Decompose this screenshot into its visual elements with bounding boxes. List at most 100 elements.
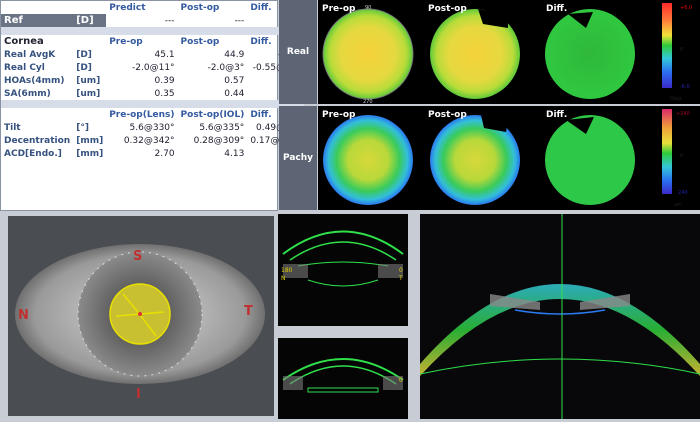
oct-large-cornea [420, 284, 700, 376]
real-maps-svg: Pre-op Post-op Diff. +6.0 0 -6.0 Diop 90… [322, 3, 692, 105]
table-row: Real AvgK [D] 45.1 44.9 -0.18 [1, 48, 304, 61]
col-diff: Diff. [250, 36, 272, 47]
oct-scan-bottom[interactable]: 0 [278, 338, 408, 419]
pachy-scale-unit: um [674, 202, 682, 208]
scale-label-zero: 0 [680, 47, 683, 53]
oct-cornea-anterior [282, 230, 404, 255]
oct-label-180: 180 [281, 267, 293, 274]
pachy-diff-map[interactable]: Diff. [545, 110, 635, 205]
cell-pre: 0.35 [154, 88, 175, 99]
cell-post: 0.44 [224, 88, 245, 99]
lens-header: Pre-op(Lens) Post-op(IOL) Diff. [1, 108, 304, 121]
cell-pre: 0.39 [154, 75, 175, 86]
pachy-maps-svg: Pre-op Post-op Diff. +240 0 240 um [322, 109, 690, 208]
ref-postop: --- [234, 15, 245, 26]
pachy-diff-title: Diff. [546, 110, 567, 120]
col-diff: Diff. [250, 2, 272, 13]
oct-cornea-posterior [289, 241, 397, 261]
col-postop-iol: Post-op(IOL) [180, 109, 245, 120]
ref-predict: --- [164, 15, 175, 26]
pachy-preop-map[interactable]: Pre-op [322, 110, 413, 205]
cornea-header: Cornea Pre-op Post-op Diff. [1, 35, 304, 48]
row-label: Real Cyl [4, 62, 45, 73]
real-postop-title: Post-op [428, 4, 467, 14]
oct-large-svg [419, 214, 700, 419]
pachy-preop-title: Pre-op [322, 110, 356, 120]
pachy-scale-zero: 0 [680, 153, 683, 159]
eye-label-temporal: T [244, 304, 253, 319]
row-label: Decentration [4, 135, 71, 146]
real-scale-unit: Diop [670, 96, 681, 102]
oct-scan-large[interactable] [419, 214, 700, 419]
row-unit: [um] [76, 88, 101, 99]
row-unit: [mm] [76, 148, 104, 159]
col-postop: Post-op [180, 2, 220, 13]
row-label: SA(6mm) [4, 88, 51, 99]
scale-label-top: +6.0 [680, 5, 692, 11]
cell-post: -2.0@3° [207, 62, 245, 73]
real-diff-map[interactable]: Diff. [545, 4, 635, 99]
cell-pre: 2.70 [154, 148, 175, 159]
table-row: ACD[Endo.] [mm] 2.70 4.13 1.43 [1, 147, 304, 160]
oct-large-iol [514, 309, 606, 315]
cell-post: 0.57 [224, 75, 245, 86]
real-preop-title: Pre-op [322, 4, 356, 14]
oct-large-iris-left [490, 294, 540, 310]
real-side-label: Real [279, 0, 317, 104]
ref-row[interactable]: Ref [D] --- --- --- [1, 14, 304, 27]
row-unit: [°] [76, 122, 89, 133]
cell-post: 44.9 [224, 49, 245, 60]
deg-90: 90 [365, 5, 371, 11]
eye-label-nasal: N [18, 308, 29, 323]
cell-post: 4.13 [224, 148, 245, 159]
cell-pre: -2.0@11° [132, 62, 175, 73]
row-unit: [um] [76, 75, 101, 86]
cell-pre: 0.32@342° [123, 135, 175, 146]
row-label: Tilt [4, 122, 21, 133]
row-label: Real AvgK [4, 49, 56, 60]
oct-bottom-label-0: 0 [399, 377, 403, 384]
real-preop-map[interactable]: Pre-op [322, 4, 414, 100]
row-label: HOAs(4mm) [4, 75, 65, 86]
pachy-postop-map[interactable]: Post-op [428, 110, 520, 205]
oct-label-n: N [281, 275, 286, 282]
row-unit: [mm] [76, 135, 104, 146]
table-row: Decentration [mm] 0.32@342° 0.28@309° 0.… [1, 134, 304, 147]
iol-center-marker [138, 312, 142, 316]
oct-large-iris-right [580, 294, 630, 310]
table-row: SA(6mm) [um] 0.35 0.44 0.09 [1, 87, 304, 100]
degree-ring [77, 251, 203, 377]
real-maps-panel: Pre-op Post-op Diff. +6.0 0 -6.0 Diop 90… [318, 0, 700, 105]
table-row: Tilt [°] 5.6@330° 5.6@335° 0.49@63° [1, 121, 304, 134]
oct-top-svg: 180 N 0 T [278, 214, 408, 326]
oct-bottom-svg: 0 [278, 338, 408, 419]
oct-large-reference-line [419, 358, 700, 375]
row-unit: [D] [76, 49, 92, 60]
pachy-scale-bottom: 240 [678, 190, 688, 196]
pachy-scale-top: +240 [676, 111, 690, 117]
real-postop-map[interactable]: Post-op [428, 4, 520, 99]
ref-label: Ref [1, 14, 74, 27]
cornea-section-label: Cornea [4, 36, 44, 47]
pachy-color-scale [662, 109, 672, 194]
real-color-scale [662, 3, 672, 88]
eye-image-panel[interactable]: S I N T [8, 216, 274, 416]
row-label: ACD[Endo.] [4, 148, 62, 159]
cell-diff: 0.49@63° [247, 121, 304, 134]
oct-scan-top[interactable]: 180 N 0 T [278, 214, 408, 326]
col-preop: Pre-op [109, 36, 143, 47]
col-diff: Diff. [250, 109, 272, 120]
col-postop: Post-op [180, 36, 220, 47]
cell-pre: 5.6@330° [129, 122, 175, 133]
oct-iol-posterior [307, 279, 379, 287]
oct-label-0: 0 [399, 267, 403, 274]
pachy-postop-title: Post-op [428, 110, 467, 120]
scale-label-bottom: -6.0 [680, 84, 690, 90]
cell-diff: -0.55@54° [252, 62, 302, 73]
cell-post: 5.6@335° [199, 122, 245, 133]
table-row: Real Cyl [D] -2.0@11° -2.0@3° -0.55@54° [1, 61, 304, 74]
oct-bottom-cornea-anterior [282, 358, 404, 381]
cell-pre: 45.1 [154, 49, 175, 60]
results-table: Predict Post-op Diff. Ref [D] --- --- --… [0, 0, 305, 211]
eye-label-inferior: I [136, 387, 141, 402]
